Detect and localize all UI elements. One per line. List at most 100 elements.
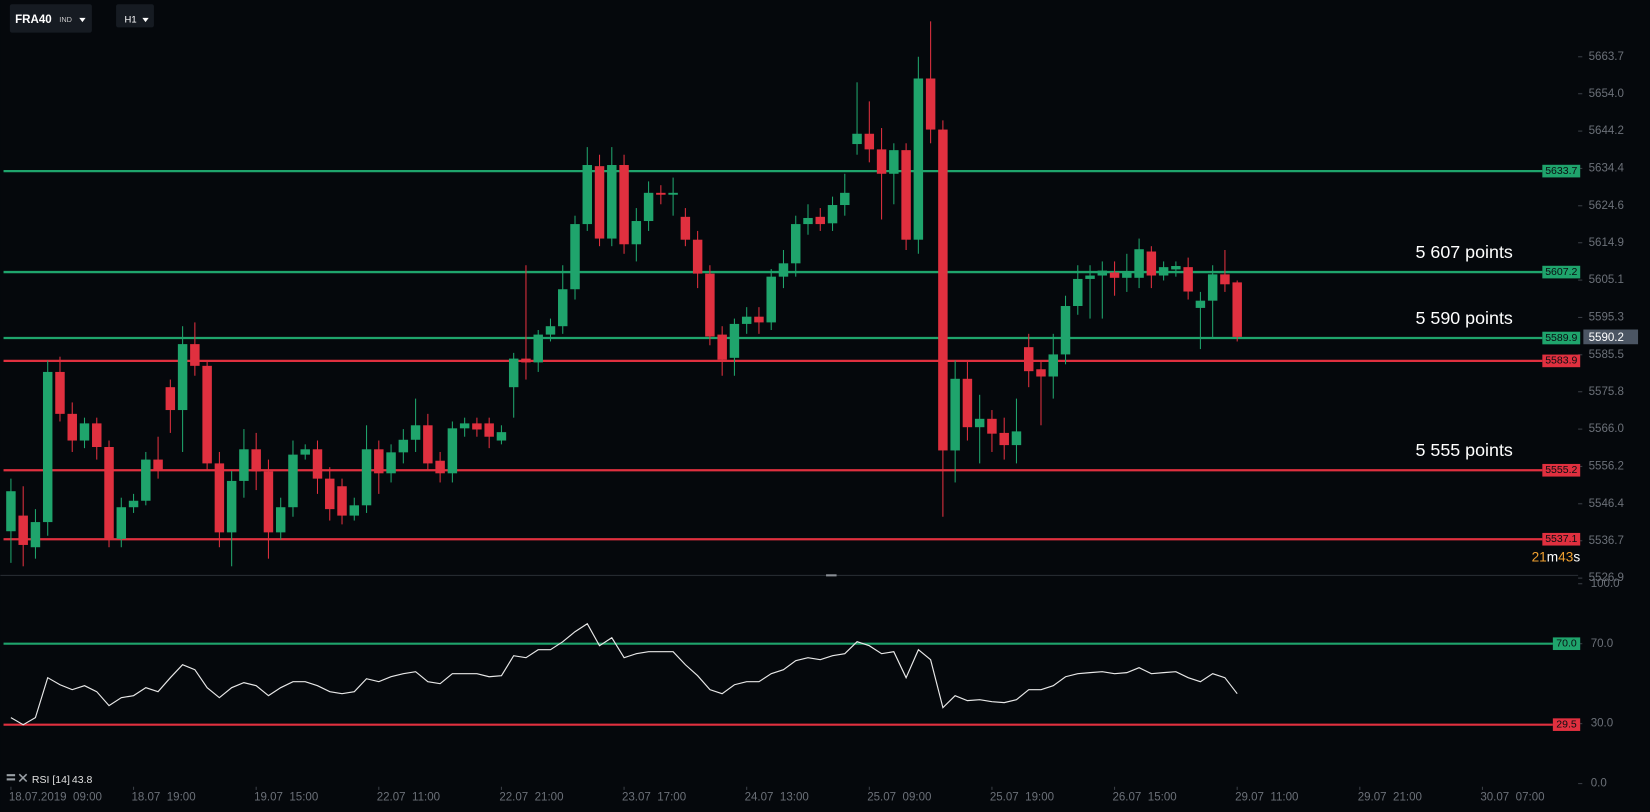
level-tag — [1542, 354, 1581, 368]
rsi-level-tag — [1552, 718, 1581, 731]
level-note: 5 555 points — [1415, 440, 1512, 460]
candle-body — [545, 326, 556, 335]
candle-body — [815, 216, 825, 225]
candle-body — [251, 449, 261, 472]
candle-body — [79, 423, 90, 441]
candle-body — [974, 418, 985, 428]
candle-body — [214, 463, 225, 533]
indicator-name: RSI [14] — [32, 774, 70, 786]
candle-body — [1023, 347, 1034, 372]
candle-body — [570, 224, 580, 290]
x-tick-label: 22.07 11:00 — [377, 791, 440, 803]
symbol: FRA40 — [15, 14, 52, 26]
candle-body — [594, 166, 605, 239]
candle-body — [239, 449, 249, 481]
x-tick-label: 24.07 13:00 — [745, 791, 809, 803]
candle-body — [864, 133, 875, 150]
dropdown-arrow — [79, 17, 86, 23]
market: IND — [59, 15, 72, 24]
candle-body — [128, 500, 139, 508]
level-tag-label: 5633.7 — [1545, 165, 1577, 177]
candle-body — [938, 129, 948, 451]
candle-body — [901, 150, 911, 240]
candle-body — [1146, 251, 1157, 276]
candle-body — [6, 491, 16, 532]
icon[interactable] — [6, 778, 16, 781]
level-tag — [1542, 164, 1581, 178]
candle-body — [705, 273, 715, 337]
symbol-selector[interactable]: FRA40 IND — [9, 4, 92, 33]
candle-body — [1036, 369, 1046, 377]
candle-body — [300, 449, 310, 455]
candle-body — [1134, 249, 1144, 278]
candle-body — [496, 432, 507, 441]
candle-body — [533, 334, 543, 363]
candle-body — [177, 344, 188, 411]
y-tick-label: 5654.0 — [1589, 88, 1624, 100]
candle-body — [766, 276, 776, 323]
candle-body — [55, 371, 65, 414]
candle-body — [803, 217, 813, 225]
candle-body — [729, 323, 740, 358]
candle-body — [447, 428, 458, 474]
candle-body — [643, 192, 654, 222]
candle-body — [104, 447, 114, 539]
candle-body — [619, 165, 629, 245]
candle-body — [925, 78, 936, 130]
candle-body — [165, 387, 176, 411]
candle-body — [852, 133, 862, 145]
rsi-level-tag-label: 29.5 — [1556, 718, 1577, 730]
candle-body — [987, 418, 997, 434]
candle-body — [827, 205, 838, 224]
timeframe-box[interactable] — [116, 4, 154, 28]
y-tick-label: 5624.6 — [1589, 200, 1624, 212]
candle-body — [116, 507, 127, 539]
candle-body — [386, 452, 396, 474]
rsi-level-tag — [1552, 637, 1581, 651]
x-tick-label: 25.07 09:00 — [867, 791, 931, 803]
level-note: 5 590 points — [1415, 308, 1512, 328]
y-tick-label: 5536.7 — [1589, 535, 1624, 547]
icon[interactable] — [18, 773, 28, 783]
rsi-y-tick-label: 0.0 — [1591, 778, 1607, 790]
candle-body — [92, 423, 102, 448]
countdown: 21m43s — [1532, 549, 1581, 564]
candle-body — [840, 192, 850, 206]
candle-body — [374, 449, 384, 474]
x-tick-label: 23.07 17:00 — [622, 791, 686, 803]
candle-body — [459, 423, 470, 429]
y-tick-label: 5546.4 — [1589, 498, 1625, 510]
level-note: 5 607 points — [1415, 242, 1512, 262]
rsi-line — [10, 622, 1238, 726]
level-tag-label: 5555.2 — [1545, 464, 1577, 476]
candle-body — [631, 221, 642, 245]
candle-body — [410, 425, 421, 440]
timeframe-selector[interactable]: H1 — [116, 4, 154, 28]
y-tick-label: 5614.9 — [1589, 237, 1624, 249]
indicator-icons[interactable] — [6, 773, 28, 783]
y-tick-label: 5585.5 — [1589, 349, 1624, 361]
level-tag-label: 5607.2 — [1545, 266, 1577, 278]
candle-body — [1220, 274, 1230, 285]
candle-body — [521, 358, 531, 363]
candle-body — [962, 378, 973, 428]
candle-body — [656, 192, 666, 195]
candle-body — [337, 486, 347, 516]
rsi-y-tick-label: 100.0 — [1591, 578, 1620, 590]
x-tick-label: 29.07 21:00 — [1358, 791, 1422, 803]
candle-body — [999, 432, 1009, 446]
candle-body — [398, 439, 409, 453]
y-tick-label: 5663.7 — [1589, 51, 1624, 63]
candle-body — [1097, 270, 1108, 276]
panel-resize-handle[interactable] — [826, 574, 837, 577]
candle-body — [741, 316, 752, 324]
countdown-part: s — [1573, 549, 1580, 564]
last-price-tag — [1583, 329, 1639, 345]
icon[interactable] — [6, 774, 16, 777]
candle-body — [692, 239, 703, 274]
candle-body — [263, 471, 274, 533]
x-tick-label: 18.07.2019 09:00 — [9, 791, 102, 803]
symbol-box[interactable] — [9, 4, 92, 33]
candle-body — [484, 423, 494, 437]
